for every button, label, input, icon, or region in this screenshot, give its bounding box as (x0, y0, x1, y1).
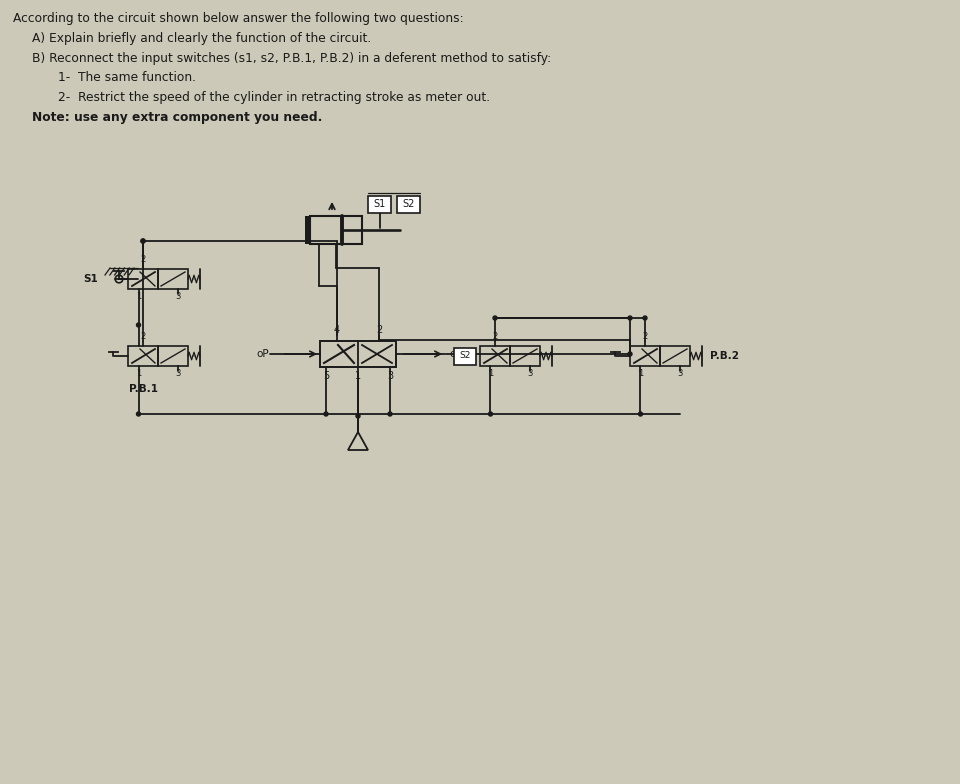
Text: 2-  Restrict the speed of the cylinder in retracting stroke as meter out.: 2- Restrict the speed of the cylinder in… (58, 91, 491, 104)
Bar (510, 346, 540, 366)
Text: 2: 2 (140, 255, 146, 264)
Text: S1: S1 (84, 274, 98, 284)
Text: 2: 2 (375, 325, 382, 335)
Text: 3: 3 (527, 369, 532, 378)
Text: 2: 2 (140, 332, 146, 341)
Circle shape (493, 316, 497, 320)
Text: 4: 4 (334, 325, 340, 335)
Circle shape (388, 412, 392, 416)
Text: According to the circuit shown below answer the following two questions:: According to the circuit shown below ans… (13, 12, 464, 25)
Circle shape (489, 412, 492, 416)
Text: Note: use any extra component you need.: Note: use any extra component you need. (32, 111, 323, 124)
Bar (368, 195, 391, 212)
Text: 1: 1 (136, 369, 141, 378)
Bar (158, 269, 188, 289)
Text: S2: S2 (402, 199, 415, 209)
Bar (397, 195, 420, 212)
Circle shape (638, 412, 642, 416)
Text: B) Reconnect the input switches (s1, s2, P.B.1, P.B.2) in a deferent method to s: B) Reconnect the input switches (s1, s2,… (32, 52, 551, 65)
Text: 3: 3 (677, 369, 683, 378)
Circle shape (356, 414, 360, 418)
Text: A) Explain briefly and clearly the function of the circuit.: A) Explain briefly and clearly the funct… (32, 32, 372, 45)
Bar (305, 216, 311, 244)
Bar (128, 346, 158, 366)
Bar (454, 347, 476, 365)
Text: 1: 1 (355, 371, 361, 381)
Text: P.B.2: P.B.2 (710, 351, 739, 361)
Circle shape (136, 323, 140, 327)
Text: oP: oP (256, 349, 270, 359)
Circle shape (324, 412, 328, 416)
Text: 1: 1 (136, 292, 141, 301)
Text: 1: 1 (637, 369, 643, 378)
Text: 3: 3 (175, 369, 180, 378)
Text: 5: 5 (323, 371, 329, 381)
Bar (480, 346, 510, 366)
Bar (310, 216, 362, 244)
Circle shape (643, 316, 647, 320)
Text: S2: S2 (459, 351, 470, 361)
Text: 1-  The same function.: 1- The same function. (58, 71, 196, 84)
Text: 2: 2 (642, 332, 648, 341)
Text: 3: 3 (175, 292, 180, 301)
Text: 3: 3 (387, 371, 393, 381)
Text: S1: S1 (373, 199, 386, 209)
Circle shape (628, 316, 632, 320)
Text: o: o (449, 349, 456, 359)
Bar (158, 346, 188, 366)
Bar (320, 341, 396, 367)
Bar (660, 346, 690, 366)
Text: 1: 1 (488, 369, 493, 378)
Circle shape (136, 412, 140, 416)
Bar (128, 269, 158, 289)
Circle shape (141, 239, 145, 243)
Circle shape (141, 239, 145, 243)
Circle shape (628, 352, 632, 356)
Text: P.B.1: P.B.1 (129, 384, 157, 394)
Text: 2: 2 (492, 332, 497, 341)
Bar (630, 346, 660, 366)
